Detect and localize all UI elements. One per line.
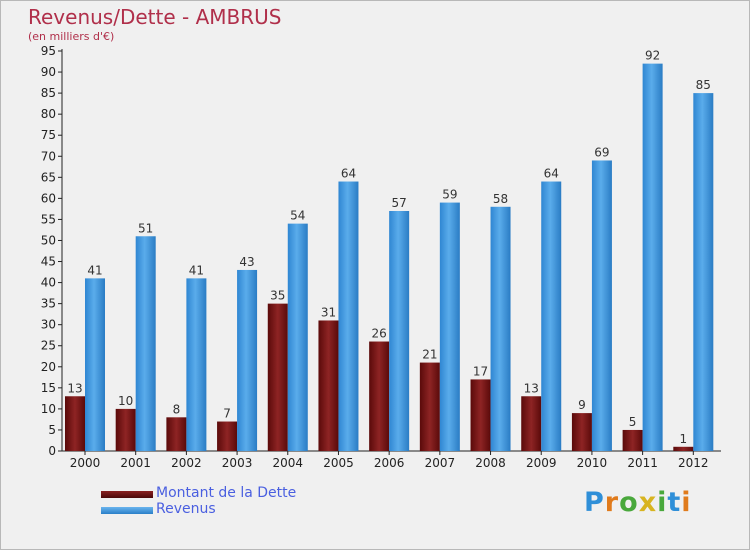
data-label-revenus: 59 xyxy=(442,188,457,202)
data-label-dette: 35 xyxy=(270,289,285,303)
y-tick-label: 40 xyxy=(41,276,56,290)
bar-revenus xyxy=(338,181,359,452)
y-tick-label: 30 xyxy=(41,318,56,332)
data-label-dette: 17 xyxy=(473,364,488,378)
y-tick-label: 25 xyxy=(41,339,56,353)
data-label-revenus: 92 xyxy=(645,49,660,63)
bar-dette xyxy=(369,341,390,451)
data-label-dette: 5 xyxy=(629,415,637,429)
data-label-revenus: 41 xyxy=(189,263,204,277)
bar-revenus xyxy=(287,223,308,451)
y-tick-label: 15 xyxy=(41,381,56,395)
data-label-revenus: 64 xyxy=(341,167,356,181)
bar-revenus xyxy=(693,93,714,452)
data-label-dette: 26 xyxy=(372,327,387,341)
x-tick-label: 2000 xyxy=(70,456,101,470)
y-tick-label: 55 xyxy=(41,212,56,226)
y-tick-label: 60 xyxy=(41,191,56,205)
data-label-revenus: 58 xyxy=(493,192,508,206)
bar-dette xyxy=(419,362,440,451)
data-label-dette: 10 xyxy=(118,394,133,408)
y-tick-label: 10 xyxy=(41,402,56,416)
bar-revenus xyxy=(490,206,511,451)
y-tick-label: 75 xyxy=(41,128,56,142)
x-tick-label: 2010 xyxy=(577,456,608,470)
data-label-dette: 9 xyxy=(578,398,586,412)
data-label-revenus: 43 xyxy=(239,255,254,269)
y-tick-label: 70 xyxy=(41,149,56,163)
bar-dette xyxy=(571,413,592,451)
chart-title: Revenus/Dette - AMBRUS xyxy=(28,5,282,29)
data-label-dette: 7 xyxy=(223,407,231,421)
y-tick-label: 20 xyxy=(41,360,56,374)
x-tick-label: 2004 xyxy=(272,456,303,470)
bar-dette xyxy=(318,320,339,451)
y-tick-label: 65 xyxy=(41,170,56,184)
bar-dette xyxy=(267,303,288,451)
data-label-revenus: 57 xyxy=(392,196,407,210)
bar-revenus xyxy=(186,278,207,451)
bar-dette xyxy=(166,417,187,451)
legend-label-dette: Montant de la Dette xyxy=(156,485,297,501)
proxiti-logo: Proxiti xyxy=(584,487,692,518)
y-tick-label: 80 xyxy=(41,107,56,121)
legend-swatch-revenus xyxy=(101,507,153,514)
data-label-dette: 13 xyxy=(67,381,82,395)
y-tick-label: 90 xyxy=(41,65,56,79)
bar-dette xyxy=(673,446,694,451)
bar-revenus xyxy=(237,269,258,451)
x-tick-label: 2003 xyxy=(222,456,253,470)
y-tick-label: 5 xyxy=(48,423,56,437)
y-tick-label: 35 xyxy=(41,297,56,311)
x-tick-label: 2005 xyxy=(323,456,354,470)
bar-revenus xyxy=(541,181,562,452)
data-label-dette: 21 xyxy=(422,348,437,362)
x-tick-label: 2008 xyxy=(475,456,506,470)
data-label-revenus: 54 xyxy=(290,209,305,223)
x-tick-label: 2007 xyxy=(425,456,456,470)
y-tick-label: 45 xyxy=(41,255,56,269)
data-label-revenus: 41 xyxy=(87,263,102,277)
y-tick-label: 85 xyxy=(41,86,56,100)
y-tick-label: 0 xyxy=(48,444,56,458)
bar-dette xyxy=(470,379,491,451)
data-label-dette: 8 xyxy=(173,402,181,416)
bar-dette xyxy=(65,396,85,451)
bar-dette xyxy=(521,396,542,451)
bar-revenus xyxy=(135,236,156,451)
bar-revenus xyxy=(642,63,663,451)
y-tick-label: 95 xyxy=(41,44,56,58)
bar-revenus xyxy=(389,211,410,451)
data-label-revenus: 64 xyxy=(544,167,559,181)
bar-dette xyxy=(115,408,136,451)
data-label-revenus: 85 xyxy=(696,78,711,92)
bar-revenus xyxy=(439,202,460,451)
bar-dette xyxy=(622,429,643,451)
x-tick-label: 2001 xyxy=(120,456,151,470)
y-tick-label: 50 xyxy=(41,233,56,247)
data-label-dette: 31 xyxy=(321,305,336,319)
x-tick-label: 2002 xyxy=(171,456,202,470)
data-label-revenus: 69 xyxy=(594,145,609,159)
bar-revenus xyxy=(591,160,612,451)
bar-revenus xyxy=(85,278,105,451)
x-tick-label: 2011 xyxy=(627,456,658,470)
x-tick-label: 2009 xyxy=(526,456,557,470)
data-label-dette: 1 xyxy=(679,432,687,446)
x-tick-label: 2006 xyxy=(374,456,405,470)
legend-swatch-dette xyxy=(101,491,153,498)
chart-subtitle: (en milliers d'€) xyxy=(28,30,115,43)
data-label-revenus: 51 xyxy=(138,221,153,235)
legend-label-revenus: Revenus xyxy=(156,501,216,517)
data-label-dette: 13 xyxy=(524,381,539,395)
x-tick-label: 2012 xyxy=(678,456,709,470)
bar-dette xyxy=(217,421,238,451)
